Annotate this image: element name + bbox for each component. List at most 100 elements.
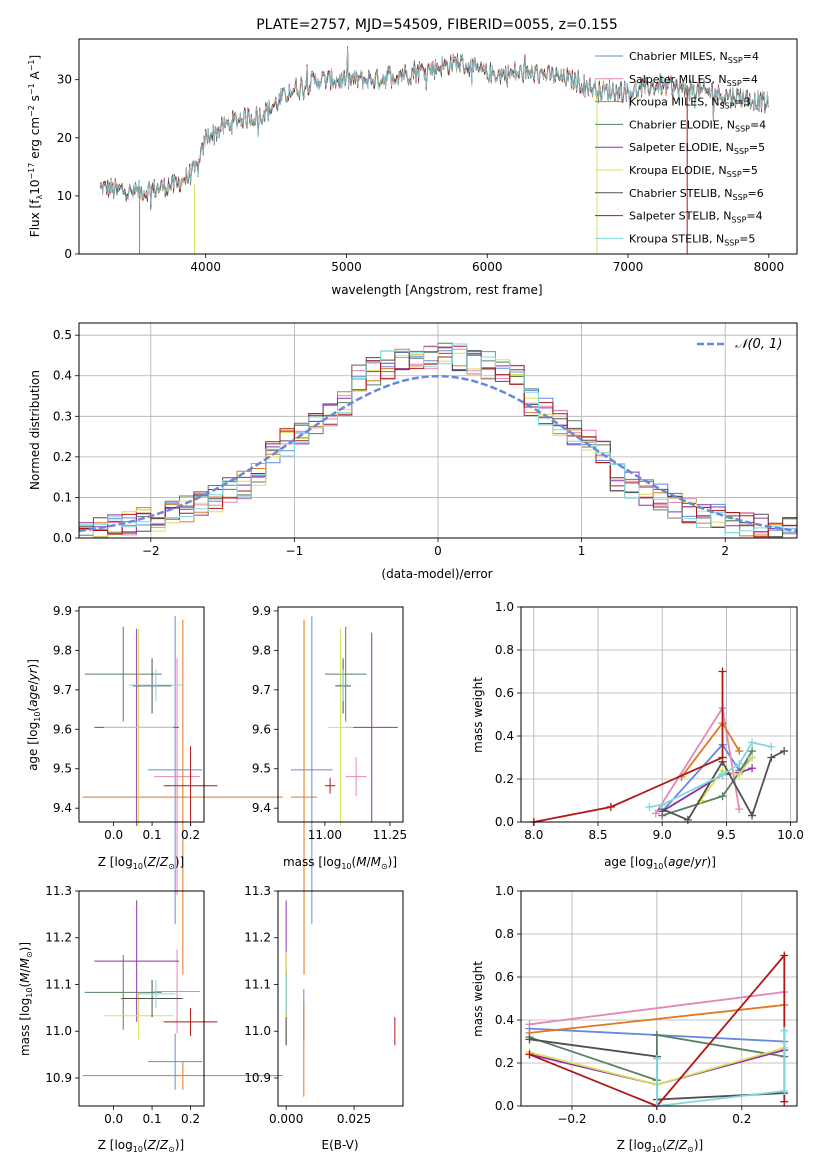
x-tick-label: 10.0	[777, 828, 804, 842]
legend-label: Salpeter ELODIE, NSSP=5	[629, 141, 765, 156]
weight-marker	[735, 759, 744, 768]
weight-marker	[645, 802, 654, 811]
y-tick-label: 9.8	[252, 643, 271, 657]
y-tick-label: 0.2	[495, 1056, 514, 1070]
y-tick-label: 9.9	[252, 604, 271, 618]
mE-xlabel: E(B-V)	[321, 1138, 358, 1152]
y-tick-label: 0	[64, 247, 72, 261]
y-tick-label: 0.2	[495, 772, 514, 786]
y-tick-label: 0.8	[495, 643, 514, 657]
weight-marker	[525, 1050, 534, 1059]
mass-vs-Z-panel: 0.0 0.1 0.2 10.9 11.0 11.1 11.2 11.3	[45, 884, 283, 1126]
weight-marker	[748, 753, 757, 762]
y-tick-label: 10.9	[45, 1071, 72, 1085]
weight-marker	[748, 811, 757, 820]
y-tick-label: 0.5	[53, 328, 72, 342]
x-tick-label: 0.0	[104, 828, 123, 842]
x-tick-label: 6000	[472, 260, 503, 274]
weight-marker	[780, 747, 789, 756]
legend-label: Kroupa STELIB, NSSP=5	[629, 232, 755, 247]
x-tick-label: 0.000	[269, 1112, 303, 1126]
x-tick-label: 11.00	[308, 828, 342, 842]
x-tick-label: 0.2	[181, 1112, 200, 1126]
weight-marker	[525, 1035, 534, 1044]
legend-label: Salpeter STELIB, NSSP=4	[629, 210, 763, 225]
y-tick-label: 0.4	[53, 369, 72, 383]
weight-marker	[718, 667, 727, 676]
residuals-legend: 𝒩(0, 1)	[697, 337, 782, 352]
residuals-panel: −2 −1 0 1 2 0.0 0.1 0.2 0.3 0.4 0.5 𝒩(0, 1) (data-…	[28, 322, 798, 581]
x-tick-label: 0.025	[337, 1112, 371, 1126]
mZ-ylabel: mass [log10(M/M⊙)]	[18, 942, 34, 1056]
weight-marker	[735, 770, 744, 779]
weight-marker	[718, 753, 727, 762]
legend-label: Chabrier ELODIE, NSSP=4	[629, 118, 766, 133]
weight-marker	[652, 1054, 661, 1063]
y-tick-label: 9.7	[252, 683, 271, 697]
y-tick-label: 9.5	[252, 762, 271, 776]
y-tick-label: 0.8	[495, 927, 514, 941]
y-tick-label: 20	[57, 131, 72, 145]
mZ-xlabel: Z [log10(Z/Z⊙)]	[98, 1138, 184, 1154]
x-tick-label: 0	[434, 544, 442, 558]
residual-histogram	[78, 343, 797, 538]
legend-label: Salpeter MILES, NSSP=4	[629, 73, 758, 88]
x-tick-label: 11.25	[373, 828, 407, 842]
weight-line	[529, 1004, 785, 1034]
legend-label: Chabrier STELIB, NSSP=6	[629, 187, 764, 202]
weight-line	[533, 671, 724, 823]
y-tick-label: 11.2	[244, 931, 271, 945]
y-tick-label: 11.3	[244, 884, 271, 898]
y-tick-label: 11.1	[244, 977, 271, 991]
y-tick-label: 0.0	[495, 1099, 514, 1113]
x-tick-label: −1	[286, 544, 304, 558]
x-tick-label: 2	[721, 544, 729, 558]
panel-frame	[78, 606, 205, 823]
weight-line	[661, 750, 753, 817]
y-tick-label: 0.3	[53, 409, 72, 423]
spectrum-title: PLATE=2757, MJD=54509, FIBERID=0055, z=0…	[256, 17, 618, 33]
y-tick-label: 11.0	[45, 1024, 72, 1038]
spectrum-ylabel: Flux [fλ10−17 erg cm−2 s−1 A−1]	[27, 55, 44, 237]
spectrum-frame	[78, 38, 798, 255]
weight-line	[661, 750, 785, 822]
y-tick-label: 9.5	[53, 762, 72, 776]
wAge-ylabel: mass weight	[471, 677, 485, 753]
x-tick-label: 0.0	[647, 1112, 666, 1126]
x-tick-label: −0.2	[557, 1112, 586, 1126]
y-tick-label: 9.9	[53, 604, 72, 618]
legend-label: Kroupa ELODIE, NSSP=5	[629, 164, 758, 179]
age-vs-mass-panel: 11.00 11.25 9.4 9.5 9.6 9.7 9.8 9.9	[252, 604, 407, 975]
weight-line	[699, 756, 753, 802]
y-tick-label: 9.4	[53, 801, 72, 815]
weight-marker	[767, 753, 776, 762]
y-tick-label: 11.3	[45, 884, 72, 898]
y-tick-label: 9.7	[53, 683, 72, 697]
y-tick-label: 10.9	[244, 1071, 271, 1085]
y-tick-label: 1.0	[495, 600, 514, 614]
panel-frame	[277, 890, 404, 1107]
x-tick-label: 0.2	[181, 828, 200, 842]
spectrum-line	[99, 48, 769, 206]
wZ-ylabel: mass weight	[471, 961, 485, 1037]
x-tick-label: 0.0	[104, 1112, 123, 1126]
x-tick-label: 1	[578, 544, 586, 558]
spectrum-panel: PLATE=2757, MJD=54509, FIBERID=0055, z=0…	[27, 17, 798, 297]
weight-line	[661, 767, 753, 813]
y-tick-label: 11.0	[244, 1024, 271, 1038]
gauss-curve	[78, 374, 798, 533]
weight-marker	[652, 1031, 661, 1040]
y-tick-label: 0.0	[495, 815, 514, 829]
age-vs-Z-panel: 0.0 0.1 0.2 9.4 9.5 9.6 9.7 9.8 9.9	[53, 604, 283, 975]
x-tick-label: −2	[142, 544, 160, 558]
weight-line	[649, 741, 772, 808]
x-tick-label: 8.5	[588, 828, 607, 842]
x-tick-label: 4000	[190, 260, 221, 274]
weight-marker	[780, 1097, 789, 1106]
legend-label: Chabrier MILES, NSSP=4	[629, 50, 759, 65]
weight-marker	[780, 1026, 789, 1035]
y-tick-label: 0.0	[53, 531, 72, 545]
weight-marker	[718, 770, 727, 779]
weight-marker	[748, 738, 757, 747]
weight-marker	[718, 792, 727, 801]
